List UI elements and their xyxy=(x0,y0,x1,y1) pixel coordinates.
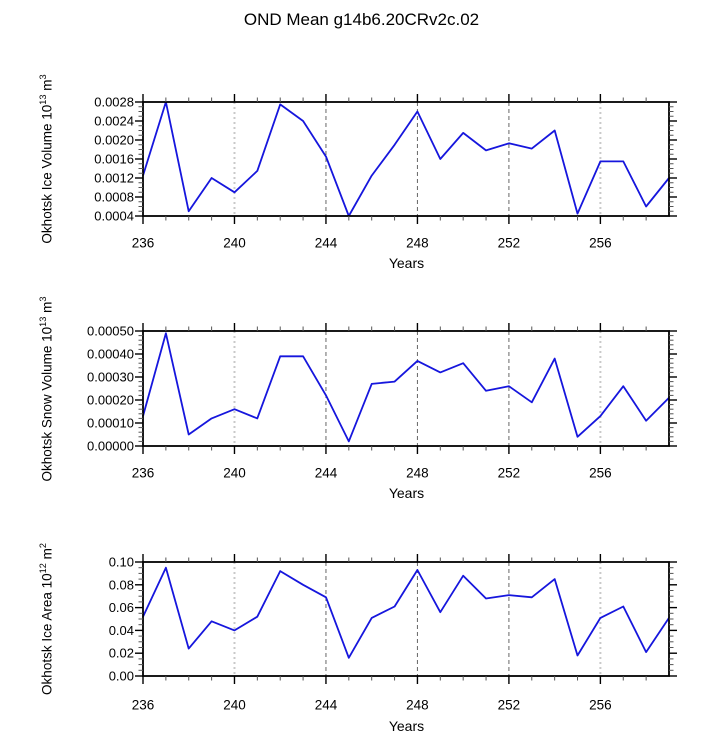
svg-text:0.02: 0.02 xyxy=(109,646,134,661)
data-line xyxy=(142,566,670,659)
svg-text:0.0004: 0.0004 xyxy=(94,209,134,224)
svg-text:0.04: 0.04 xyxy=(109,623,134,638)
svg-text:0.10: 0.10 xyxy=(109,555,134,570)
svg-text:248: 248 xyxy=(406,236,429,251)
svg-text:252: 252 xyxy=(498,236,521,251)
svg-text:236: 236 xyxy=(132,236,155,251)
svg-text:240: 240 xyxy=(223,236,246,251)
svg-text:0.00030: 0.00030 xyxy=(87,370,134,385)
svg-text:0.0008: 0.0008 xyxy=(94,190,134,205)
svg-text:0.0024: 0.0024 xyxy=(94,114,134,129)
svg-text:0.00: 0.00 xyxy=(109,669,134,684)
svg-text:248: 248 xyxy=(406,698,429,713)
svg-text:0.06: 0.06 xyxy=(109,600,134,615)
y-axis-label-ice-volume: Okhotsk Ice Volume 1013 m3 xyxy=(37,74,55,244)
plot-frame xyxy=(142,561,670,677)
plot-frame xyxy=(142,330,670,447)
svg-text:252: 252 xyxy=(498,698,521,713)
svg-text:0.0028: 0.0028 xyxy=(94,95,134,110)
svg-text:256: 256 xyxy=(589,698,612,713)
svg-text:240: 240 xyxy=(223,698,246,713)
x-axis-title-panel2: Years xyxy=(388,485,425,501)
plot-frame xyxy=(142,101,670,217)
data-line xyxy=(142,332,670,443)
svg-text:240: 240 xyxy=(223,466,246,481)
x-axis-title-panel3: Years xyxy=(388,718,425,734)
svg-text:0.08: 0.08 xyxy=(109,577,134,592)
svg-text:256: 256 xyxy=(589,236,612,251)
x-axis-title-panel1: Years xyxy=(388,255,425,271)
svg-text:0.00010: 0.00010 xyxy=(87,416,134,431)
y-axis-label-snow-volume: Okhotsk Snow Volume 1013 m3 xyxy=(37,296,55,481)
panel-2: 236 240 244 248 252 256 0.00000 0.00010 0.00020 0… xyxy=(87,323,677,481)
svg-text:244: 244 xyxy=(315,236,338,251)
svg-text:0.00000: 0.00000 xyxy=(87,439,134,454)
figure-title: OND Mean g14b6.20CRv2c.02 xyxy=(243,10,480,29)
svg-text:0.00020: 0.00020 xyxy=(87,393,134,408)
svg-text:252: 252 xyxy=(498,466,521,481)
svg-text:0.0020: 0.0020 xyxy=(94,133,134,148)
svg-text:244: 244 xyxy=(315,698,338,713)
svg-text:236: 236 xyxy=(132,466,155,481)
svg-text:0.00040: 0.00040 xyxy=(87,347,134,362)
svg-text:244: 244 xyxy=(315,466,338,481)
svg-text:248: 248 xyxy=(406,466,429,481)
svg-text:0.0016: 0.0016 xyxy=(94,152,134,167)
data-line xyxy=(142,101,670,217)
svg-text:236: 236 xyxy=(132,698,155,713)
y-axis-label-ice-area: Okhotsk Ice Area 1012 m2 xyxy=(37,543,55,695)
panel-3: 236 240 244 248 252 256 0.00 0.02 0.04 0.06 0.08 0.… xyxy=(109,554,677,713)
svg-text:0.0012: 0.0012 xyxy=(94,171,134,186)
svg-text:256: 256 xyxy=(589,466,612,481)
panel-1: 236 240 244 248 252 256 0.0004 0.0008 0.0012 0.00… xyxy=(94,94,677,251)
svg-text:0.00050: 0.00050 xyxy=(87,324,134,339)
